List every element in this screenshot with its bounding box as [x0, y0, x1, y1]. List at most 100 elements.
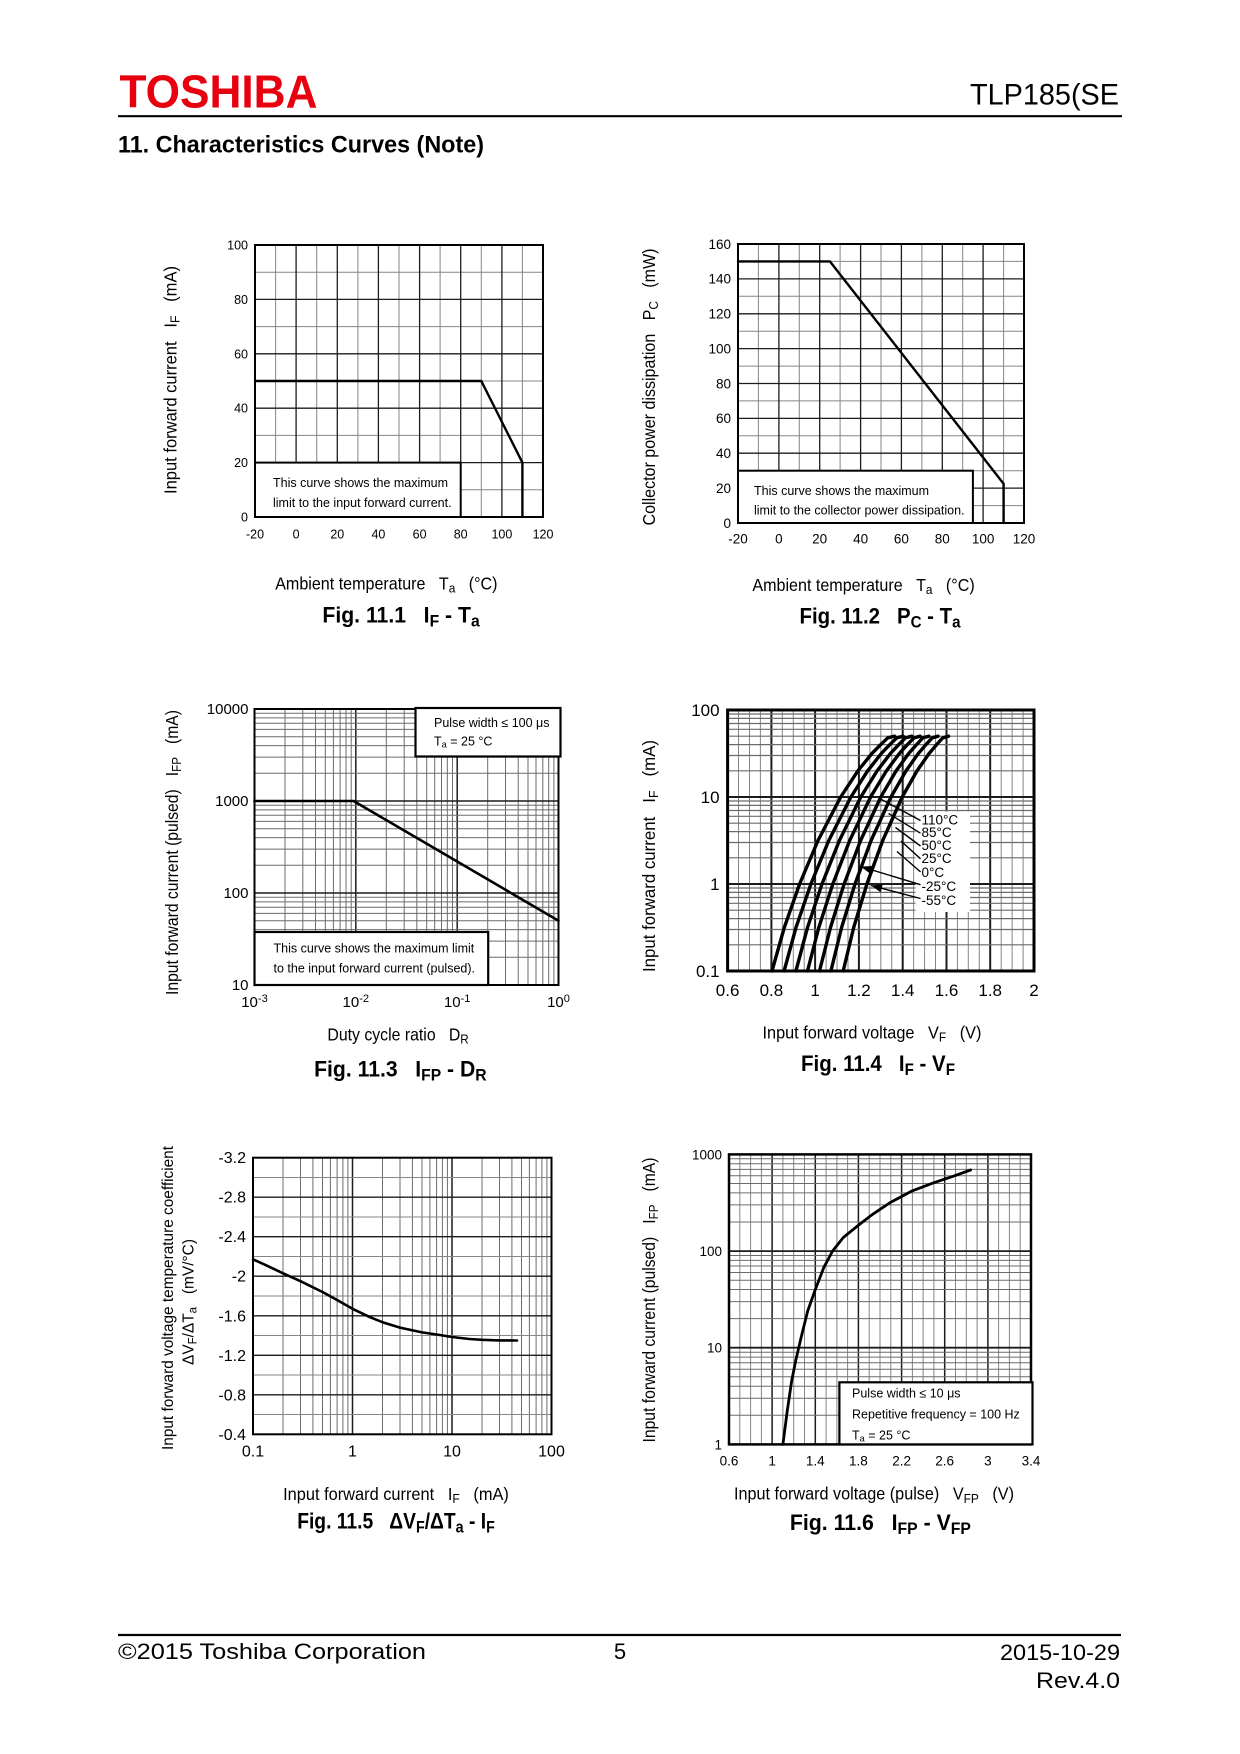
svg-text:100: 100: [538, 1444, 565, 1461]
svg-text:40: 40: [716, 446, 731, 461]
svg-text:Fig. 11.2 PC​ - Ta​: Fig. 11.2 PC​ - Ta​: [800, 604, 962, 632]
svg-text:100: 100: [491, 528, 512, 542]
svg-text:10000: 10000: [207, 701, 249, 718]
svg-text:11. Characteristics Curves (No: 11. Characteristics Curves (Note): [118, 131, 484, 158]
svg-text:-1.6: -1.6: [218, 1308, 246, 1325]
svg-text:80: 80: [234, 293, 248, 307]
svg-text:-0.8: -0.8: [218, 1387, 246, 1404]
svg-text:Input forward current (pulsed): Input forward current (pulsed) IFP​ (mA): [639, 1158, 661, 1443]
svg-text:-1.2: -1.2: [218, 1348, 246, 1365]
svg-text:100: 100: [223, 885, 248, 902]
svg-text:Ambient temperature Ta​ (°: Ambient temperature Ta​ (°C): [752, 575, 974, 597]
svg-text:100​: 100​: [547, 993, 570, 1011]
svg-text:Fig. 11.5 ΔVF​/ΔTa​ - IF​: Fig. 11.5 ΔVF​/ΔTa​ - IF​: [297, 1509, 495, 1537]
svg-text:140: 140: [708, 272, 731, 287]
svg-text:80: 80: [716, 376, 731, 391]
svg-text:100: 100: [972, 532, 995, 547]
svg-text:10: 10: [232, 977, 249, 994]
svg-text:Ta​ = 25 °C: Ta​ = 25 °C: [434, 735, 492, 750]
svg-text:10-1​: 10-1​: [444, 993, 471, 1011]
svg-text:0: 0: [293, 528, 300, 542]
svg-text:-2.8: -2.8: [218, 1190, 246, 1207]
svg-text:Input forward current (pulsed): Input forward current (pulsed) IFP​ (mA): [162, 710, 184, 995]
svg-text:Input forward voltage VF​: Input forward voltage VF​ (V): [763, 1022, 982, 1044]
svg-text:20: 20: [812, 532, 827, 547]
svg-text:50°C: 50°C: [922, 838, 952, 853]
svg-text:0: 0: [723, 516, 731, 531]
svg-text:Duty cycle ratio DR​: Duty cycle ratio DR​: [327, 1024, 468, 1046]
svg-text:100: 100: [691, 701, 719, 720]
svg-text:20: 20: [716, 481, 731, 496]
svg-text:Ambient temperature Ta​ (°: Ambient temperature Ta​ (°C): [275, 573, 497, 595]
svg-text:TOSHIBA: TOSHIBA: [120, 65, 318, 117]
svg-text:2.2: 2.2: [892, 1454, 911, 1469]
svg-text:60: 60: [716, 411, 731, 426]
svg-text:40: 40: [371, 528, 385, 542]
svg-text:Ta​ = 25 °C: Ta​ = 25 °C: [852, 1429, 910, 1444]
svg-text:-2: -2: [232, 1269, 246, 1286]
svg-text:Input forward current IF​: Input forward current IF​ (mA): [283, 1484, 509, 1506]
svg-text:Rev.4.0: Rev.4.0: [1036, 1668, 1120, 1693]
svg-text:60: 60: [234, 347, 248, 361]
svg-text:85°C: 85°C: [922, 825, 952, 840]
svg-text:0.1: 0.1: [696, 962, 720, 981]
svg-text:0: 0: [775, 532, 783, 547]
svg-text:-3.2: -3.2: [218, 1150, 246, 1167]
svg-text:Fig. 11.4 IF​ - VF​: Fig. 11.4 IF​ - VF​: [801, 1051, 955, 1079]
svg-text:-2.4: -2.4: [218, 1229, 246, 1246]
svg-text:Input forward current IF​: Input forward current IF​ (mA): [639, 740, 661, 972]
svg-text:80: 80: [454, 528, 468, 542]
svg-text:80: 80: [935, 532, 950, 547]
svg-text:This curve shows the maximum l: This curve shows the maximum limit: [274, 942, 475, 956]
svg-text:25°C: 25°C: [922, 851, 952, 866]
svg-text:2: 2: [1029, 981, 1038, 1000]
svg-text:2015-10-29: 2015-10-29: [1000, 1640, 1120, 1665]
svg-text:Input forward current IF​: Input forward current IF​ (mA): [161, 266, 183, 494]
svg-text:1.4: 1.4: [891, 981, 915, 1000]
svg-text:This curve shows the maximum: This curve shows the maximum: [754, 484, 929, 498]
svg-text:This curve shows the maximum: This curve shows the maximum: [273, 476, 448, 490]
svg-text:100: 100: [699, 1244, 722, 1259]
svg-text:1: 1: [714, 1437, 722, 1452]
svg-text:1.2: 1.2: [847, 981, 871, 1000]
svg-text:10: 10: [707, 1341, 722, 1356]
svg-text:0.6: 0.6: [716, 981, 740, 1000]
svg-text:Input forward voltage (pulse): Input forward voltage (pulse) VFP​ (V): [734, 1484, 1014, 1506]
svg-text:limit to the input forward cur: limit to the input forward current.: [273, 496, 452, 510]
svg-text:100: 100: [227, 239, 248, 253]
svg-text:1.6: 1.6: [935, 981, 959, 1000]
svg-text:Collector power dissipation: Collector power dissipation PC​ (mW): [639, 249, 661, 526]
svg-text:100: 100: [708, 341, 731, 356]
svg-text:10-3​: 10-3​: [241, 993, 268, 1011]
svg-text:1: 1: [348, 1444, 357, 1461]
svg-text:110°C: 110°C: [922, 812, 959, 827]
svg-text:1.4: 1.4: [806, 1454, 825, 1469]
svg-text:160: 160: [708, 237, 731, 252]
svg-text:120: 120: [708, 307, 731, 322]
svg-text:0°C: 0°C: [922, 865, 945, 880]
svg-text:limit to the collector power d: limit to the collector power dissipation…: [754, 504, 965, 518]
svg-text:Pulse width ≤ 100 μs: Pulse width ≤ 100 μs: [434, 716, 550, 730]
svg-text:Fig. 11.6 IFP​ - VFP​: Fig. 11.6 IFP​ - VFP​: [790, 1510, 971, 1538]
svg-text:Pulse width ≤ 10 μs: Pulse width ≤ 10 μs: [852, 1387, 961, 1401]
svg-text:Fig. 11.1 IF​ - Ta​: Fig. 11.1 IF​ - Ta​: [322, 603, 480, 631]
svg-text:0.6: 0.6: [720, 1454, 739, 1469]
svg-text:40: 40: [853, 532, 868, 547]
svg-text:Input forward voltage temperat: Input forward voltage temperature coeffi…: [160, 1145, 177, 1450]
svg-text:-55°C: -55°C: [922, 893, 957, 908]
svg-text:2.6: 2.6: [935, 1454, 954, 1469]
svg-text:10: 10: [443, 1444, 461, 1461]
svg-text:20: 20: [330, 528, 344, 542]
svg-text:40: 40: [234, 402, 248, 416]
svg-text:0.8: 0.8: [760, 981, 784, 1000]
svg-text:1: 1: [768, 1454, 776, 1469]
svg-text:120: 120: [533, 528, 554, 542]
svg-text:ΔVF​/ΔTa​ (mV/°C): ΔVF​/ΔTa​ (mV/°C): [181, 1239, 200, 1365]
svg-text:10: 10: [701, 788, 720, 807]
svg-text:to the input forward current (: to the input forward current (pulsed).: [274, 962, 476, 976]
svg-text:-20: -20: [246, 528, 264, 542]
svg-text:120: 120: [1013, 532, 1036, 547]
svg-text:20: 20: [234, 456, 248, 470]
svg-text:1: 1: [810, 981, 819, 1000]
svg-text:-25°C: -25°C: [922, 879, 957, 894]
